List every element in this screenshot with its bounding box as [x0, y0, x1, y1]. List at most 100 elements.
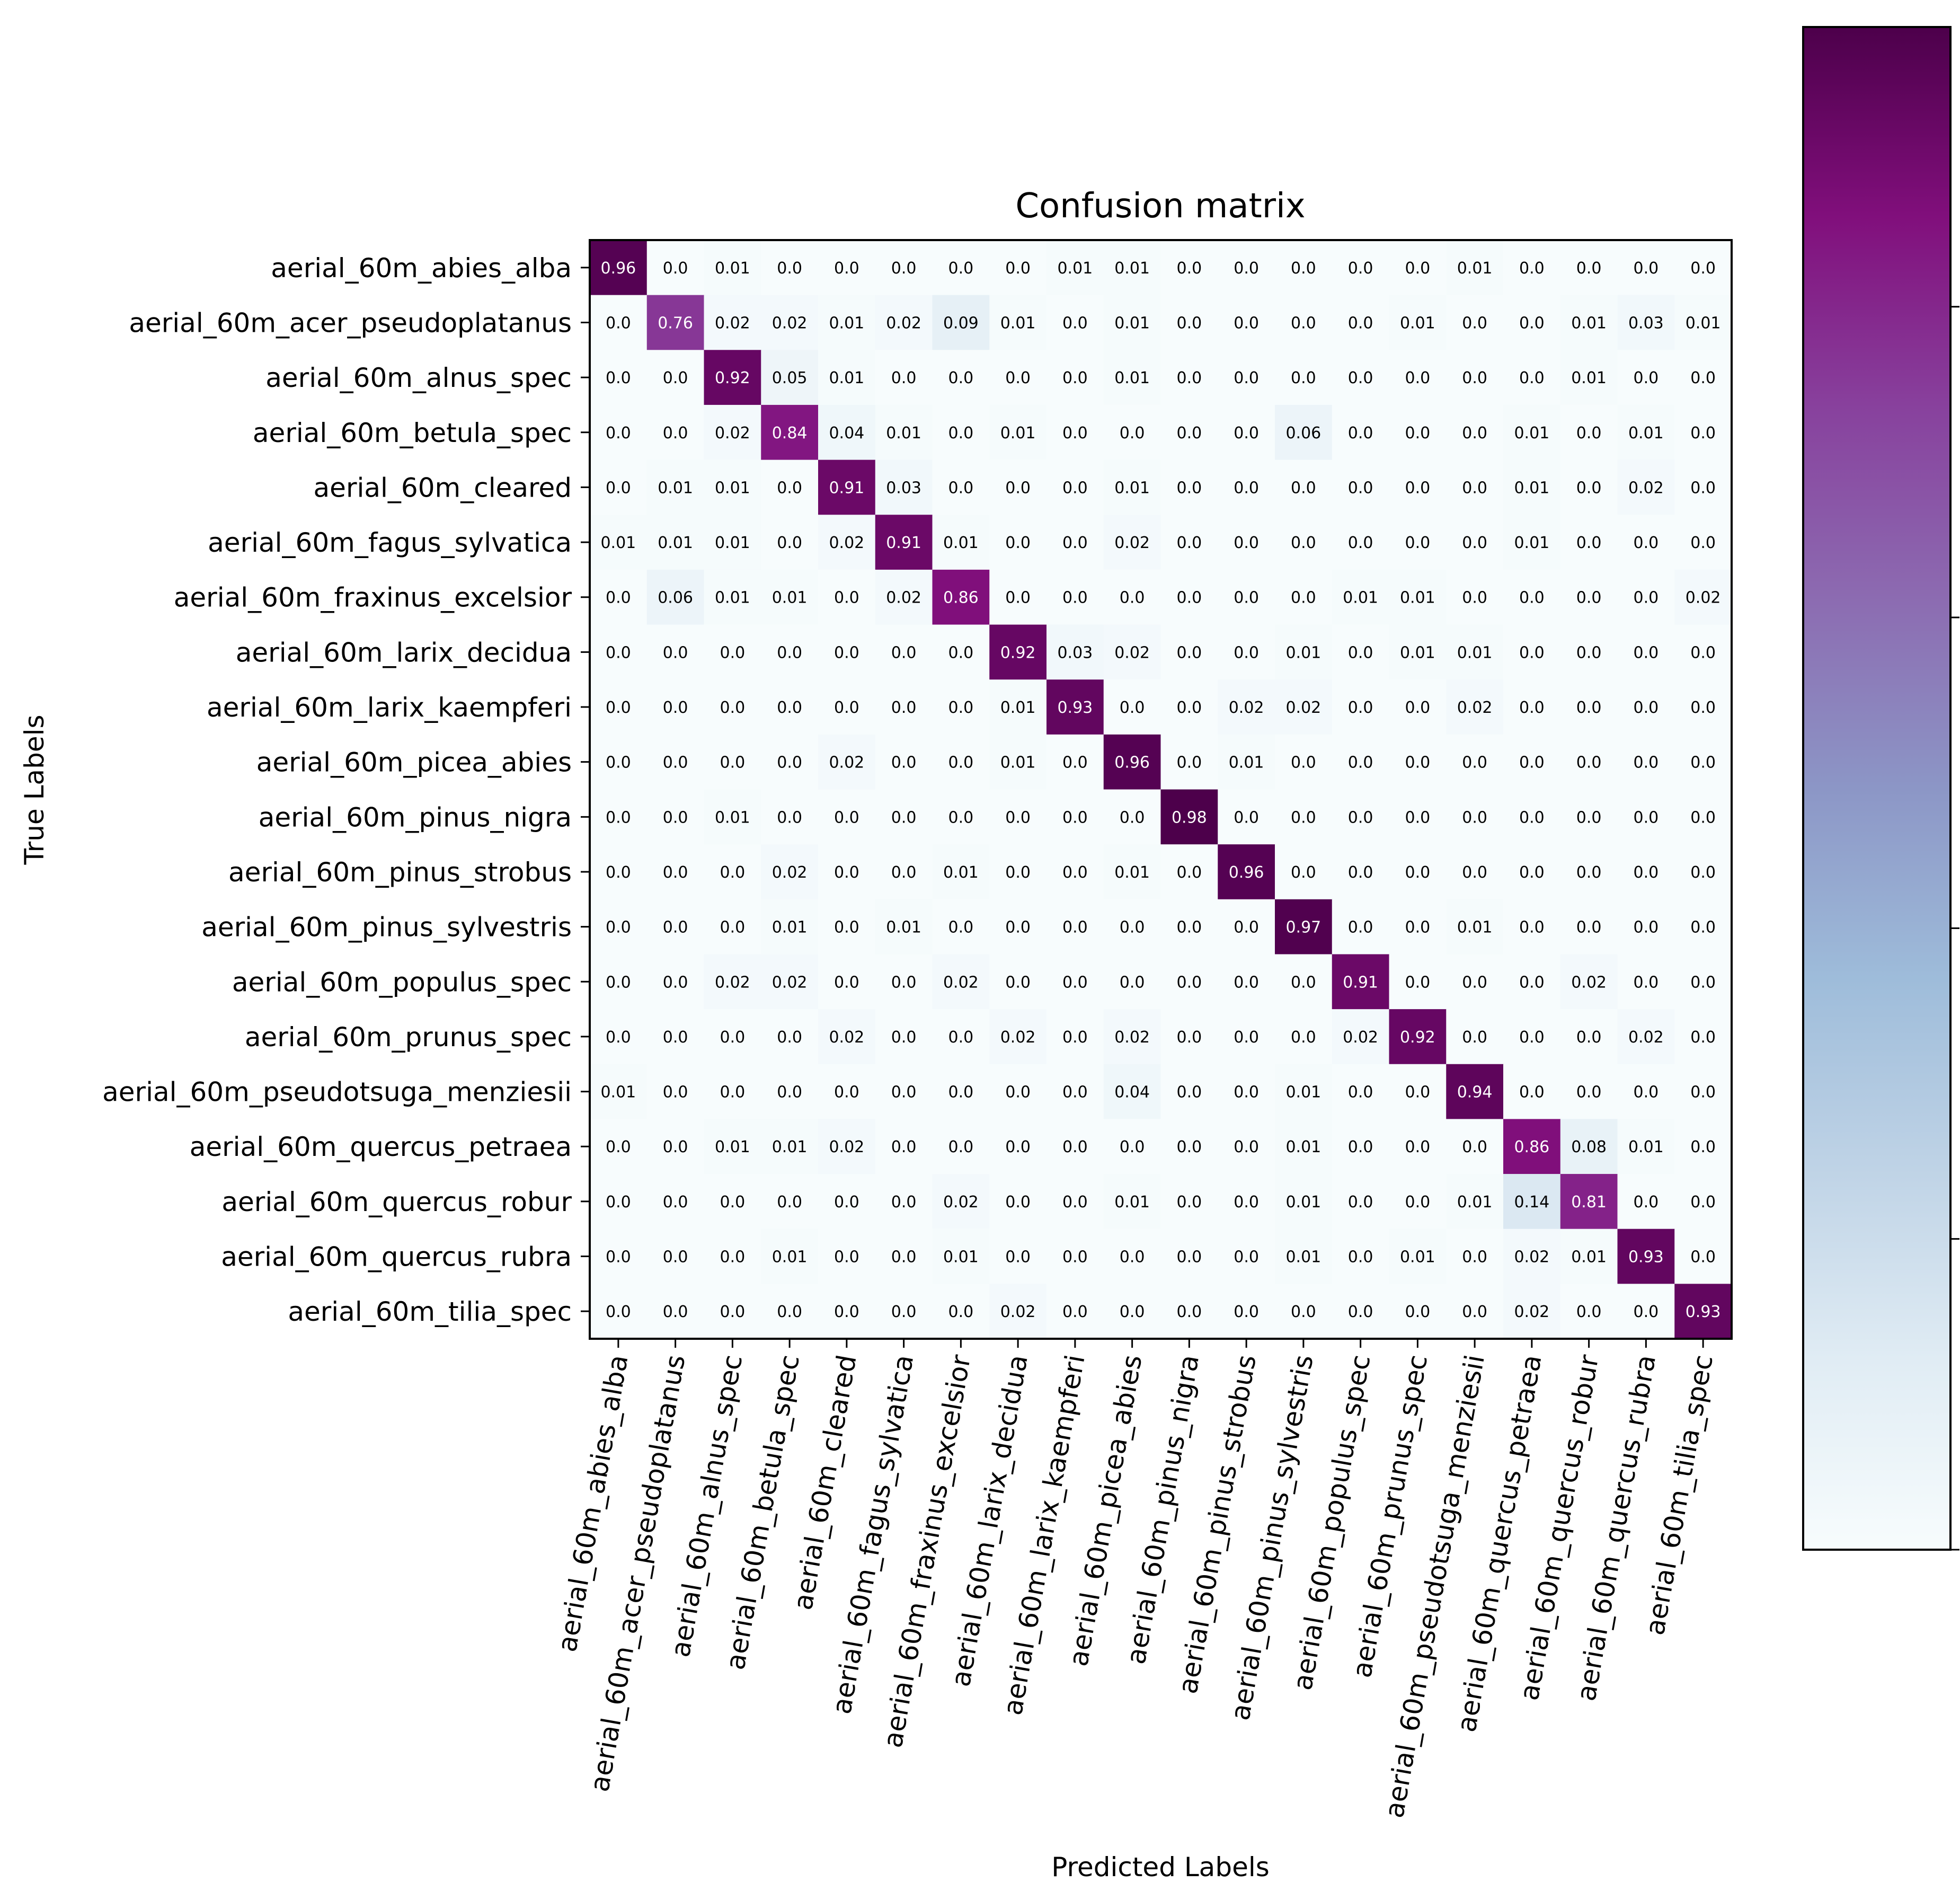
cell-value-label: 0.0	[1234, 259, 1259, 278]
heatmap-cell	[1046, 789, 1104, 845]
heatmap-cell	[1160, 679, 1218, 735]
heatmap-cell	[1503, 515, 1561, 570]
heatmap-cell	[1046, 569, 1104, 625]
heatmap-cell	[875, 350, 933, 405]
cell-value-label: 0.0	[1690, 479, 1716, 497]
cell-value-label: 0.0	[1405, 479, 1431, 497]
heatmap-cell	[761, 1119, 819, 1174]
heatmap-cell	[1275, 350, 1333, 405]
heatmap-cell	[1332, 569, 1390, 625]
heatmap-cell	[590, 295, 648, 350]
cell-value-label: 0.0	[777, 1303, 802, 1321]
cell-value-label: 0.0	[1690, 918, 1716, 937]
heatmap-cells	[590, 240, 1732, 1339]
heatmap-cell	[818, 624, 876, 680]
cell-value-label: 0.0	[1005, 973, 1031, 992]
cell-value-label: 0.93	[1686, 1303, 1721, 1321]
y-tick-label: aerial_60m_pinus_strobus	[228, 857, 572, 888]
cell-value-label: 0.0	[1519, 314, 1545, 332]
heatmap-cell	[1160, 569, 1218, 625]
heatmap-cell	[1275, 404, 1333, 461]
heatmap-cell	[989, 295, 1047, 350]
heatmap-cell	[1275, 734, 1333, 790]
cell-value-label: 0.84	[772, 424, 808, 443]
heatmap-cell	[1560, 350, 1618, 405]
heatmap-cell	[1446, 295, 1504, 350]
y-tick-label: aerial_60m_pinus_nigra	[259, 802, 572, 833]
cell-value-label: 0.01	[1400, 314, 1435, 332]
cell-value-label: 0.01	[1514, 479, 1549, 497]
heatmap-cell	[1275, 460, 1333, 515]
cell-value-label: 0.0	[1291, 534, 1316, 552]
heatmap-cell	[646, 295, 705, 350]
cell-value-label: 0.0	[720, 918, 746, 937]
cell-value-label: 0.01	[943, 1248, 979, 1267]
cell-value-label: 0.01	[1457, 643, 1493, 662]
heatmap-cell	[1617, 1229, 1675, 1284]
cell-value-label: 0.0	[1291, 863, 1316, 882]
cell-value-label: 0.01	[1114, 369, 1150, 387]
cell-value-label: 0.01	[1114, 259, 1150, 278]
heatmap-cell	[704, 1284, 761, 1339]
heatmap-cell	[1046, 1284, 1104, 1339]
heatmap-cell	[1503, 679, 1561, 735]
cell-value-label: 0.0	[1348, 643, 1373, 662]
heatmap-cell	[1046, 899, 1104, 955]
cell-value-label: 0.02	[829, 534, 864, 552]
cell-value-label: 0.0	[1005, 808, 1031, 827]
cell-value-label: 0.0	[1634, 369, 1659, 387]
cell-value-label: 0.0	[834, 973, 859, 992]
cell-value-label: 0.0	[1062, 918, 1088, 937]
heatmap-cell	[1046, 1064, 1104, 1119]
heatmap-cell	[646, 1229, 705, 1284]
heatmap-cell	[1617, 679, 1675, 735]
heatmap-cell	[1275, 1064, 1333, 1119]
heatmap-cell	[1103, 899, 1161, 955]
cell-value-label: 0.01	[829, 369, 864, 387]
cell-value-label: 0.0	[1177, 1248, 1202, 1267]
cell-value-label: 0.0	[1234, 424, 1259, 443]
cell-value-label: 0.0	[834, 863, 859, 882]
heatmap-cell	[1446, 734, 1504, 790]
heatmap-cell	[1160, 404, 1218, 461]
heatmap-cell	[1617, 954, 1675, 1010]
heatmap-cell	[1503, 460, 1561, 515]
cell-value-label: 0.02	[1628, 479, 1664, 497]
heatmap-cell	[1617, 569, 1675, 625]
cell-value-label: 0.0	[834, 808, 859, 827]
cell-value-label: 0.0	[1005, 1193, 1031, 1212]
heatmap-cell	[932, 844, 990, 900]
cell-value-label: 0.0	[1234, 1083, 1259, 1102]
y-tick-label: aerial_60m_fraxinus_excelsior	[174, 582, 572, 613]
heatmap-cell	[1103, 789, 1161, 845]
y-tick-label: aerial_60m_fagus_sylvatica	[208, 527, 572, 558]
cell-value-label: 0.0	[1405, 1083, 1431, 1102]
cell-value-label: 0.0	[1005, 369, 1031, 387]
cell-value-label: 0.0	[1462, 424, 1487, 443]
cell-value-label: 0.0	[1120, 808, 1145, 827]
cell-value-label: 0.0	[1177, 479, 1202, 497]
cell-value-label: 0.01	[1000, 314, 1036, 332]
heatmap-cell	[875, 1174, 933, 1230]
cell-value-label: 0.0	[1177, 973, 1202, 992]
heatmap-cell	[1560, 1119, 1618, 1174]
heatmap-cell	[1503, 295, 1561, 350]
cell-value-label: 0.0	[1291, 754, 1316, 772]
heatmap-cell	[1503, 569, 1561, 625]
cell-value-label: 0.0	[1462, 1028, 1487, 1047]
heatmap-cell	[1332, 1284, 1390, 1339]
heatmap-cell	[1446, 789, 1504, 845]
cell-value-label: 0.0	[1234, 479, 1259, 497]
cell-value-label: 0.0	[1634, 534, 1659, 552]
cell-value-label: 0.01	[715, 808, 750, 827]
cell-value-label: 0.0	[663, 1083, 688, 1102]
cell-value-label: 0.0	[1234, 1303, 1259, 1321]
heatmap-cell	[704, 240, 761, 296]
heatmap-cell	[875, 1009, 933, 1065]
heatmap-cell	[1218, 295, 1275, 350]
cell-value-label: 0.0	[1462, 1303, 1487, 1321]
cell-value-label: 0.02	[829, 1138, 864, 1156]
cell-value-label: 0.0	[891, 808, 917, 827]
cell-value-label: 0.0	[720, 1193, 746, 1212]
cell-value-label: 0.0	[1405, 754, 1431, 772]
